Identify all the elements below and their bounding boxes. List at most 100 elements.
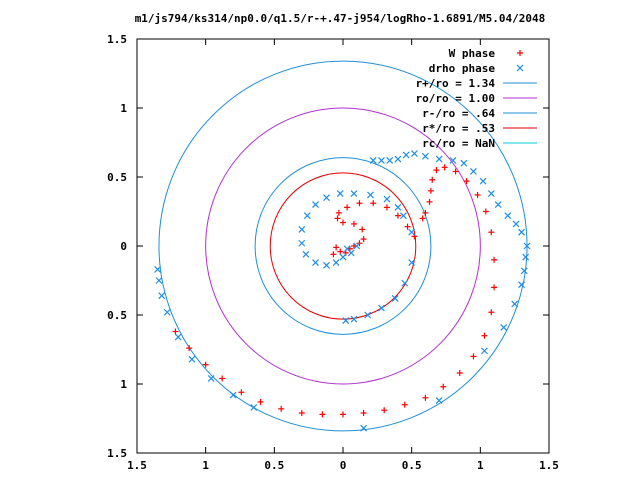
series-0-point-4 [238,389,245,396]
series-1-point-43 [312,201,319,209]
marker-stroke [408,228,416,236]
series-1-point-41 [336,190,344,197]
series-1-point-54 [353,242,361,250]
series-1-point-2 [158,292,166,300]
marker-stroke [332,259,340,266]
marker-stroke [312,201,319,209]
series-0-point-32 [419,215,426,222]
series-1-point-4 [174,333,182,341]
marker-stroke [400,212,407,220]
marker-stroke [522,253,530,261]
series-1-point-58 [378,304,385,312]
series-1-point-22 [487,190,495,197]
series-0-point-25 [452,168,459,175]
series-1-point-13 [511,300,519,308]
marker-stroke [207,375,215,382]
marker-stroke [386,157,394,164]
marker-stroke [323,194,330,202]
marker-stroke [250,404,258,411]
y-tick-label-5: 1 [120,378,127,391]
marker-stroke [369,157,377,164]
series-1-point-26 [449,157,457,164]
series-1-point-24 [470,168,477,175]
marker-stroke [158,292,166,300]
series-1-point-50 [332,259,340,266]
series-1-point-33 [378,157,385,164]
series-1-point-25 [460,159,468,167]
series-1-point-59 [364,311,372,319]
series-1-point-56 [401,279,409,287]
series-0-point-17 [481,332,488,339]
y-tick-label-1: 1 [120,102,127,115]
series-0-point-12 [401,401,408,408]
series-1-point-14 [518,281,525,289]
series-0-point-6 [278,405,285,412]
legend-swatch-0 [517,50,523,56]
series-1-point-16 [522,253,530,261]
series-1-point-39 [367,191,374,199]
marker-stroke [516,64,524,72]
marker-stroke [350,315,358,323]
series-1-point-9 [360,424,368,432]
series-1-point-55 [408,259,416,266]
series-1-point-27 [435,155,443,163]
series-1-point-38 [383,195,391,203]
series-1-point-11 [481,347,488,355]
marker-stroke [343,245,351,253]
series-0-point-38 [356,200,363,207]
marker-stroke [435,397,443,404]
marker-stroke [364,311,372,319]
series-1-point-57 [391,295,399,302]
marker-stroke [302,250,310,258]
series-0-point-0 [172,328,179,335]
chart-title: m1/js794/ks314/np0.0/q1.5/r-+.47-j954/lo… [135,12,546,25]
series-1-point-49 [323,261,330,269]
series-1-point-53 [347,249,355,257]
marker-stroke [481,347,488,355]
marker-stroke [394,203,402,211]
series-0-point-50 [337,248,344,255]
series-0-point-10 [360,409,367,416]
series-1-point-48 [312,259,319,266]
marker-stroke [378,304,385,312]
x-tick-label-0: 1.5 [127,459,147,472]
marker-stroke [401,279,409,287]
series-1-point-29 [410,150,418,157]
marker-stroke [342,317,350,324]
marker-stroke [391,295,399,302]
legend-label-1: drho phase [429,62,496,75]
series-1-point-61 [342,317,350,324]
series-1-point-36 [400,212,407,220]
marker-stroke [504,212,512,220]
series-1-point-37 [394,203,402,211]
legend-label-6: rc/ro = NaN [422,137,495,150]
series-1-point-10 [435,397,443,404]
data-series [154,150,531,432]
series-0-point-5 [257,398,264,405]
marker-stroke [500,323,508,331]
legend: W phase drho phase r+/ro = 1.34 ro/ro = 1.0… [416,47,537,150]
series-1-point-18 [518,228,525,236]
series-0-point-18 [488,309,495,316]
axis-ticks: 1.5 1 0.5 0 0.5 1 1.51.510.500.511.5 [107,33,559,472]
series-1-point-30 [402,151,410,159]
series-0-point-36 [383,204,390,211]
marker-stroke [383,195,391,203]
series-0-point-29 [427,187,434,194]
series-1-point-34 [369,157,377,164]
series-0-point-35 [394,212,401,219]
marker-stroke [512,220,520,228]
series-0-point-9 [340,411,346,418]
marker-stroke [312,259,319,266]
marker-stroke [378,157,385,164]
marker-stroke [460,159,468,167]
series-1-point-3 [163,308,171,316]
marker-stroke [350,190,358,197]
y-tick-label-2: 0.5 [107,171,127,184]
legend-label-5: r*/ro = .53 [422,122,495,135]
series-1-point-42 [323,194,330,202]
legend-swatch-1 [516,64,524,72]
y-tick-label-6: 1.5 [107,447,127,460]
marker-stroke [360,424,368,432]
series-0-point-34 [404,223,411,230]
